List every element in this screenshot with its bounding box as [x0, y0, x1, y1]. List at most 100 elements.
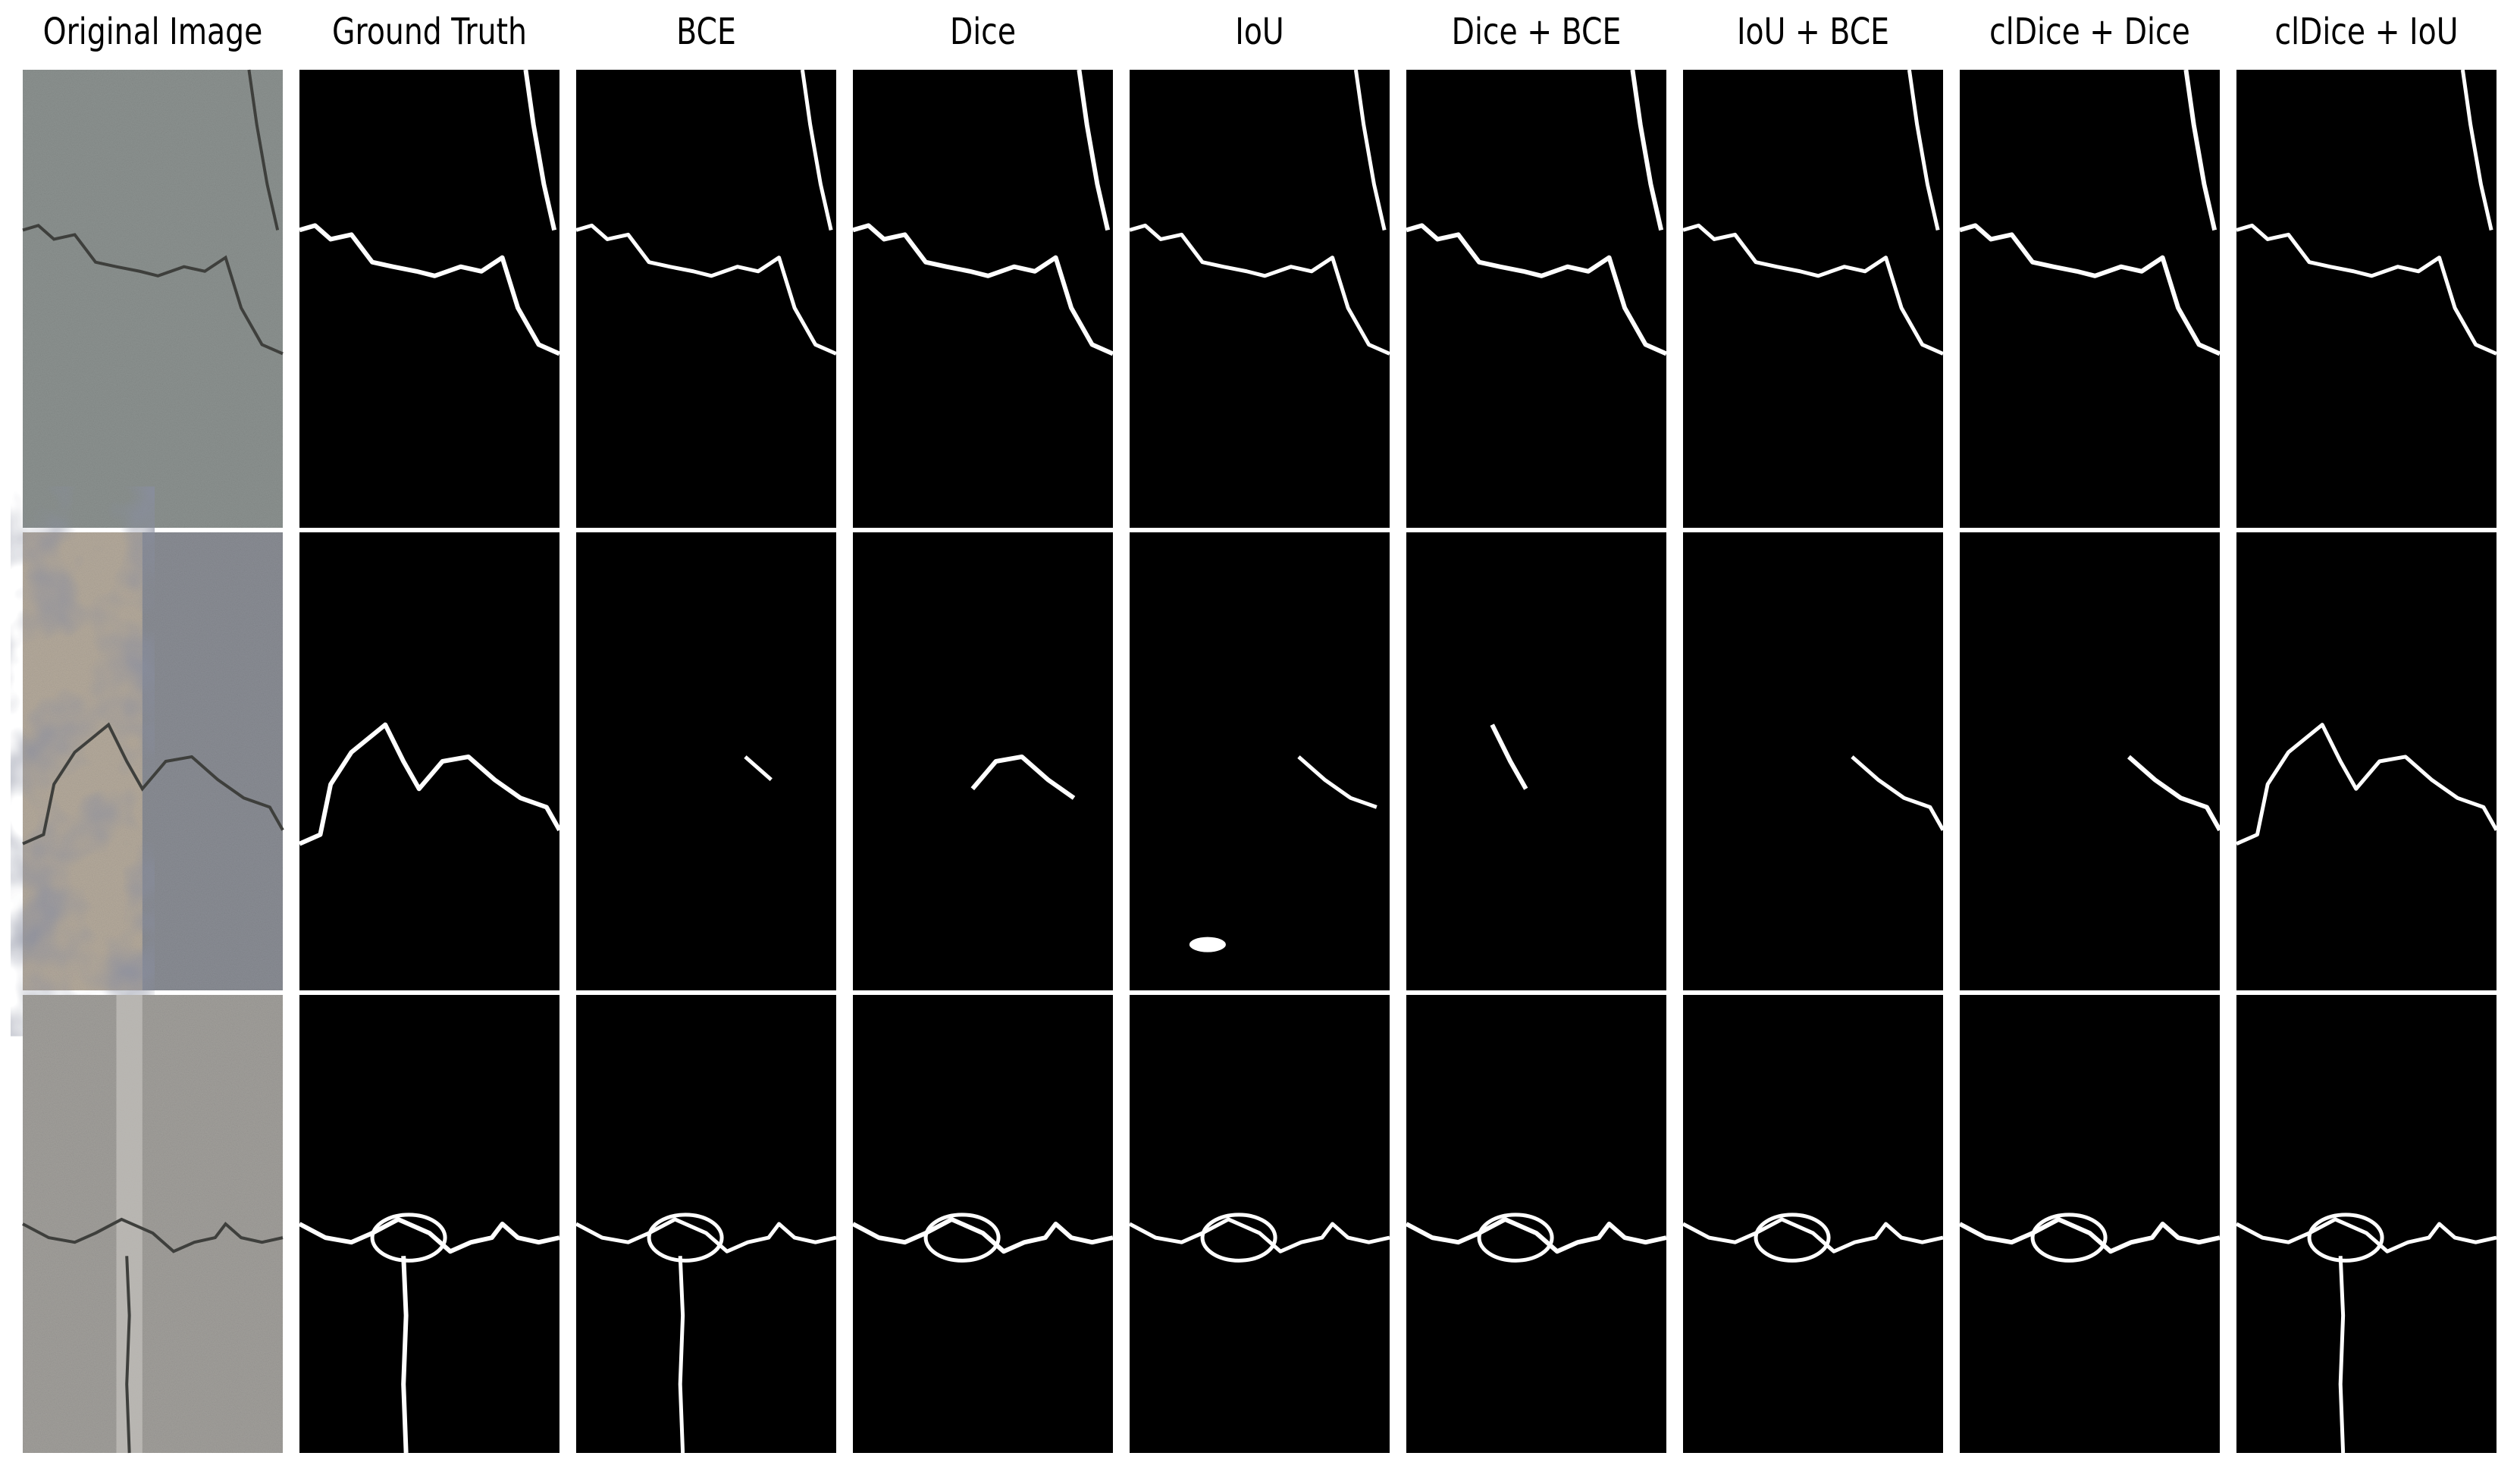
crack-mask: [1128, 1217, 1390, 1254]
photo: [23, 70, 283, 528]
mask-background: [853, 70, 1113, 528]
photo: [23, 995, 283, 1453]
image-panel: [1683, 532, 1945, 990]
mask-background: [2236, 532, 2496, 990]
mask-background: [2236, 70, 2496, 528]
crack-mask: [1353, 69, 1387, 231]
crack-mask: [2338, 1256, 2346, 1454]
crack-mask: [299, 223, 561, 356]
image-panel: [1128, 995, 1390, 1453]
crack-mask: [1490, 723, 1528, 790]
mask-background: [1406, 995, 1666, 1453]
crack-mask: [1958, 1216, 2221, 1254]
crack-mask: [2460, 69, 2493, 231]
crack-mask: [1907, 69, 1940, 231]
crack-mask: [1682, 223, 1945, 356]
column-title: Dice + BCE: [1452, 11, 1622, 53]
crack-mask: [2236, 223, 2498, 356]
crack-mask: [744, 755, 773, 782]
image-panel: [22, 995, 284, 1454]
mask-background: [1683, 995, 1943, 1453]
crack-mask: [1682, 1217, 1944, 1254]
image-panel: [1958, 995, 2221, 1453]
crack-loop: [647, 1213, 724, 1263]
false-positive: [1189, 937, 1226, 952]
column-title: Ground Truth: [332, 11, 527, 53]
crack-mask: [852, 223, 1114, 356]
crack-mask: [2183, 69, 2218, 231]
mask-background: [576, 70, 836, 528]
image-panel: [2235, 995, 2497, 1454]
crack-mask: [678, 1256, 685, 1454]
mask-background: [576, 532, 836, 990]
image-panel: [22, 69, 284, 528]
column-title: BCE: [676, 11, 736, 53]
crack-mask: [2127, 755, 2222, 832]
image-panel: [1682, 995, 1944, 1453]
image-panel: [1406, 69, 1668, 528]
mask-background: [1960, 532, 2220, 990]
crack: [22, 722, 284, 846]
crack-mask: [298, 722, 562, 846]
crack-mask: [1959, 223, 2221, 356]
mask-background: [1960, 70, 2220, 528]
column-title: Original Image: [43, 11, 263, 53]
crack-mask: [1406, 223, 1668, 356]
mask-background: [1406, 70, 1666, 528]
mask-background: [299, 70, 559, 528]
image-panel: [1959, 69, 2221, 528]
crack: [22, 1217, 284, 1254]
column-title: clDice + IoU: [2274, 11, 2458, 53]
crack: [247, 69, 280, 231]
image-panel: [576, 532, 836, 990]
mask-background: [853, 995, 1113, 1453]
crack-mask: [970, 754, 1076, 800]
image-panel: [575, 995, 837, 1454]
image-panel: [298, 995, 560, 1454]
crack-mask: [298, 1216, 560, 1254]
crack-mask: [523, 69, 557, 231]
crack-mask: [1129, 223, 1391, 356]
crack-loop: [923, 1213, 1001, 1263]
image-panel: [299, 69, 561, 528]
image-panel: [2235, 532, 2499, 990]
crack-mask: [1077, 69, 1111, 231]
mask-background: [1130, 70, 1390, 528]
mask-background: [299, 995, 559, 1453]
image-panel: [1682, 69, 1945, 528]
image-panel: [22, 532, 284, 990]
mask-background: [1130, 995, 1390, 1453]
image-panel: [1130, 532, 1390, 990]
crack-mask: [575, 223, 838, 356]
crack-mask: [1405, 1216, 1667, 1254]
crack-loop: [1477, 1213, 1554, 1263]
stains: [23, 532, 143, 990]
crack-mask: [2235, 723, 2499, 846]
mask-background: [1960, 995, 2220, 1453]
image-panel: [2236, 69, 2498, 528]
crack-mask: [1297, 755, 1378, 809]
crack-mask: [2235, 1217, 2497, 1254]
crack-mask: [800, 69, 833, 231]
image-panel: [1405, 995, 1667, 1453]
mask-background: [1683, 532, 1943, 990]
image-panel: [1960, 532, 2222, 990]
mask-background: [853, 532, 1113, 990]
image-panel: [575, 69, 838, 528]
mask-background: [2236, 995, 2496, 1453]
image-panel: [1129, 69, 1391, 528]
image-panel: [1406, 532, 1666, 990]
image-panel: [298, 532, 562, 990]
crack-loop: [370, 1213, 447, 1263]
crack-loop: [1200, 1213, 1277, 1263]
mask-background: [299, 532, 559, 990]
crack: [22, 224, 284, 356]
mask-background: [1406, 532, 1666, 990]
crack-loop: [2030, 1213, 2108, 1263]
column-title: Dice: [950, 11, 1016, 53]
image-panel: [853, 532, 1113, 990]
crack-mask: [1630, 69, 1664, 231]
column-title: IoU + BCE: [1737, 11, 1889, 53]
